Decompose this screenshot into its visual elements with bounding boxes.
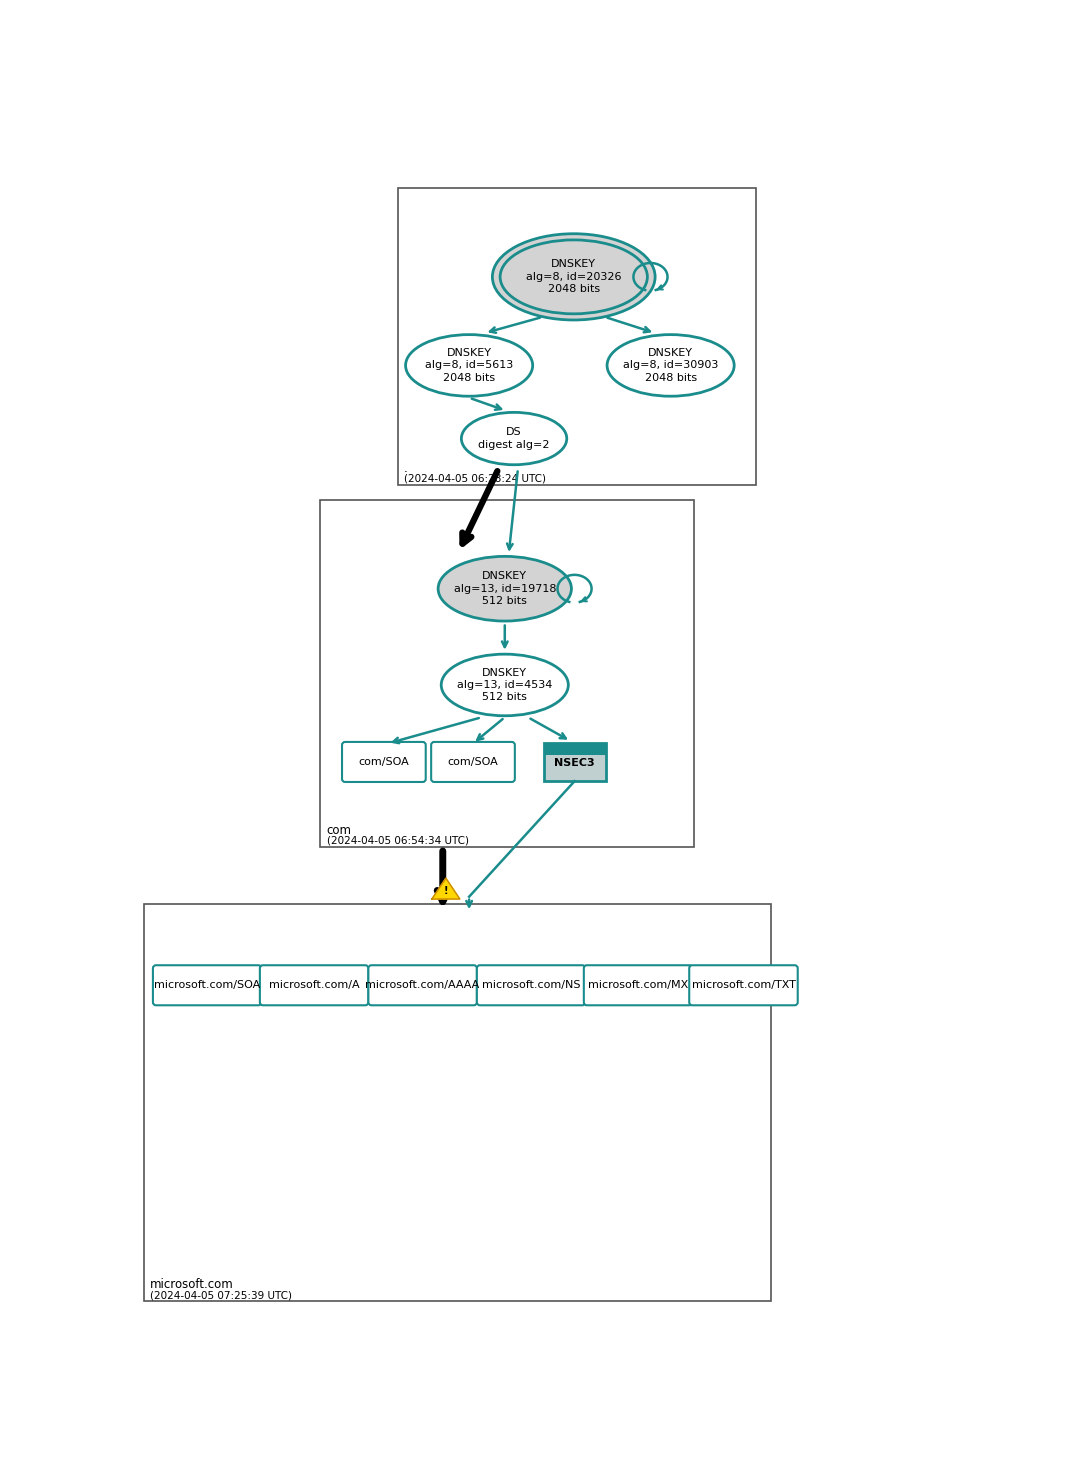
Text: (2024-04-05 07:25:39 UTC): (2024-04-05 07:25:39 UTC) (150, 1290, 291, 1301)
Ellipse shape (405, 334, 533, 396)
FancyBboxPatch shape (260, 965, 368, 1005)
Ellipse shape (500, 240, 648, 314)
FancyBboxPatch shape (153, 965, 262, 1005)
Text: microsoft.com/NS: microsoft.com/NS (482, 980, 580, 990)
Text: microsoft.com/A: microsoft.com/A (268, 980, 360, 990)
Text: (2024-04-05 06:28:24 UTC): (2024-04-05 06:28:24 UTC) (404, 474, 546, 485)
Ellipse shape (492, 234, 655, 320)
Text: DS
digest alg=2: DS digest alg=2 (478, 427, 550, 449)
Text: com/SOA: com/SOA (448, 757, 498, 767)
Text: com: com (326, 823, 351, 837)
Text: DNSKEY
alg=8, id=5613
2048 bits: DNSKEY alg=8, id=5613 2048 bits (425, 348, 513, 383)
Text: DNSKEY
alg=8, id=20326
2048 bits: DNSKEY alg=8, id=20326 2048 bits (526, 259, 622, 295)
Text: microsoft.com: microsoft.com (150, 1279, 234, 1290)
Ellipse shape (441, 654, 569, 716)
Text: (2024-04-05 06:54:34 UTC): (2024-04-05 06:54:34 UTC) (326, 835, 468, 846)
FancyBboxPatch shape (143, 904, 772, 1301)
FancyBboxPatch shape (544, 742, 605, 781)
Text: DNSKEY
alg=13, id=4534
512 bits: DNSKEY alg=13, id=4534 512 bits (458, 667, 552, 703)
Text: microsoft.com/AAAA: microsoft.com/AAAA (365, 980, 479, 990)
FancyBboxPatch shape (432, 742, 515, 782)
FancyBboxPatch shape (584, 965, 692, 1005)
Text: microsoft.com/SOA: microsoft.com/SOA (154, 980, 260, 990)
Text: com/SOA: com/SOA (359, 757, 409, 767)
Ellipse shape (438, 557, 572, 622)
Text: microsoft.com/MX: microsoft.com/MX (588, 980, 688, 990)
Text: DNSKEY
alg=13, id=19718
512 bits: DNSKEY alg=13, id=19718 512 bits (453, 572, 557, 605)
Text: .: . (404, 461, 408, 474)
Ellipse shape (607, 334, 734, 396)
Ellipse shape (461, 412, 566, 465)
FancyBboxPatch shape (398, 189, 755, 485)
Text: !: ! (443, 887, 448, 896)
Text: DNSKEY
alg=8, id=30903
2048 bits: DNSKEY alg=8, id=30903 2048 bits (623, 348, 719, 383)
FancyBboxPatch shape (342, 742, 426, 782)
FancyBboxPatch shape (368, 965, 477, 1005)
Text: NSEC3: NSEC3 (554, 759, 595, 769)
FancyBboxPatch shape (544, 742, 605, 756)
Polygon shape (432, 878, 460, 899)
FancyBboxPatch shape (689, 965, 798, 1005)
FancyBboxPatch shape (321, 501, 694, 847)
Text: microsoft.com/TXT: microsoft.com/TXT (691, 980, 796, 990)
FancyBboxPatch shape (477, 965, 586, 1005)
